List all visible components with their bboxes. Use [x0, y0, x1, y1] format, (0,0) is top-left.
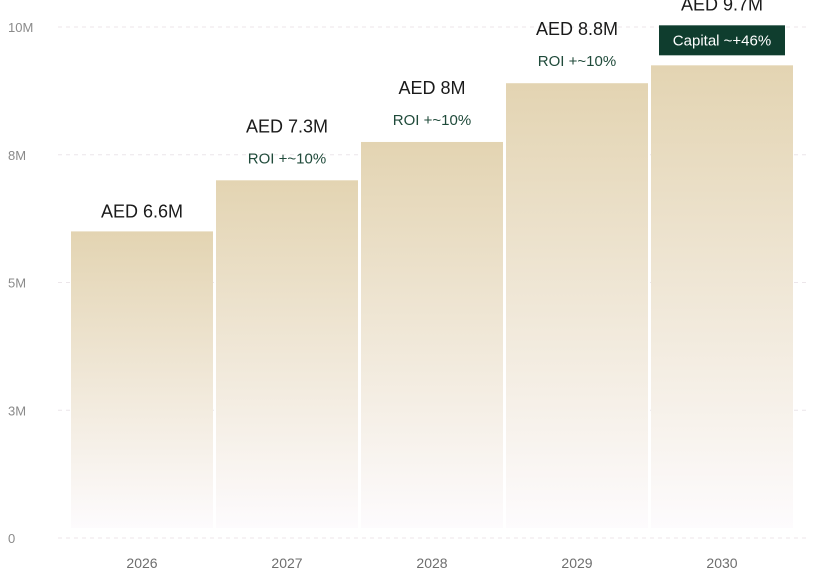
x-tick-label: 2030 — [706, 555, 737, 571]
roi-annotation: ROI +~10% — [248, 150, 326, 167]
bar-2028[interactable] — [361, 141, 503, 528]
capital-badge — [659, 25, 785, 56]
bar-value-label: AED 9.7M — [681, 0, 763, 14]
bar-value-label: AED 8.8M — [536, 19, 618, 39]
bar-2026[interactable] — [71, 231, 213, 528]
y-tick-label: 8M — [8, 148, 26, 163]
y-tick-label: 3M — [8, 403, 26, 418]
roi-annotation: ROI +~10% — [393, 112, 471, 129]
capital-badge-text: Capital ~+46% — [673, 32, 771, 49]
x-tick-label: 2028 — [416, 555, 447, 571]
bar-value-label: AED 6.6M — [101, 201, 183, 221]
roi-annotation: ROI +~10% — [538, 53, 616, 70]
bar-value-label: AED 8M — [398, 78, 465, 98]
x-tick-label: 2029 — [561, 555, 592, 571]
x-tick-label: 2026 — [126, 555, 157, 571]
bar-value-label: AED 7.3M — [246, 116, 328, 136]
bar-layer — [71, 65, 793, 529]
y-tick-label: 0 — [8, 531, 15, 546]
label-layer: 2026 AED 6.6M 2027 AED 7.3M ROI +~10% 2028 AED… — [101, 0, 785, 571]
y-tick-label: 5M — [8, 276, 26, 291]
y-tick-label: 10M — [8, 20, 33, 35]
bar-2027[interactable] — [216, 180, 358, 529]
bar-2030[interactable] — [651, 65, 793, 528]
x-tick-label: 2027 — [271, 555, 302, 571]
bar-2029[interactable] — [506, 83, 648, 529]
